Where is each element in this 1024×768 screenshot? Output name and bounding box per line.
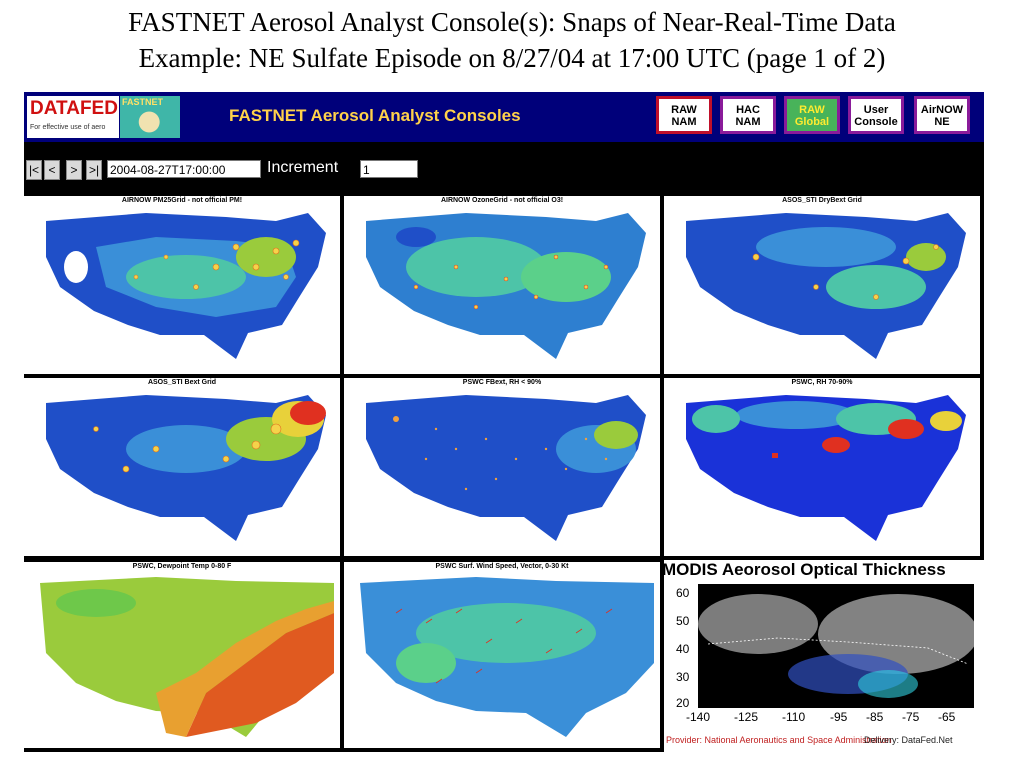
time-navigation-bar: |< < > >| 2004-08-27T17:00:00 Increment … [24, 144, 984, 188]
user-console-button-line1: User [863, 104, 889, 116]
rh-map-image [676, 389, 974, 545]
modis-delivery-text: Delivery: DataFed.Net [864, 735, 953, 745]
map-panel-title: AIRNOW PM25Grid - not official PM! [121, 197, 243, 204]
datetime-input[interactable]: 2004-08-27T17:00:00 [107, 160, 261, 178]
modis-y-tick: 20 [676, 696, 690, 710]
first-frame-button[interactable]: |< [26, 160, 42, 180]
user-console-button-line2: Console [854, 116, 898, 128]
map-panel-pm25[interactable]: AIRNOW PM25Grid - not official PM! [24, 196, 340, 374]
map-panel-title: AIRNOW OzoneGrid - not official O3! [440, 197, 564, 204]
increment-label: Increment [267, 159, 339, 176]
map-panel-drybext[interactable]: ASOS_STI DryBext Grid [664, 196, 980, 374]
map-panel-fbext[interactable]: PSWC FBext, RH < 90% [344, 378, 660, 556]
drybext-map-image [676, 207, 974, 363]
hac-nam-button-line1: HAC [736, 104, 760, 116]
raw-nam-button-line2: NAM [671, 116, 697, 128]
modis-y-tick: 40 [676, 642, 690, 656]
console-header: DATAFED For effective use of aero FASTNE… [24, 92, 984, 142]
modis-y-tick: 30 [676, 670, 690, 684]
map-panel-bext[interactable]: ASOS_STI Bext Grid [24, 378, 340, 556]
modis-x-tick: -125 [734, 710, 759, 724]
modis-y-tick: 60 [676, 586, 690, 600]
previous-frame-button[interactable]: < [44, 160, 60, 180]
analyst-console-window: DATAFED For effective use of aero FASTNE… [24, 92, 984, 752]
modis-title: MODIS Aeorosol Optical Thickness [664, 560, 946, 579]
datafed-logo-text: DATAFED [30, 98, 118, 119]
modis-provider-text: Provider: National Aeronautics and Space… [666, 735, 892, 745]
map-panel-ozone[interactable]: AIRNOW OzoneGrid - not official O3! [344, 196, 660, 374]
fastnet-logo[interactable]: FASTNET [120, 96, 180, 138]
modis-x-tick: -65 [938, 710, 956, 724]
console-title: FASTNET Aerosol Analyst Consoles [229, 106, 521, 125]
slide-title-line1: FASTNET Aerosol Analyst Console(s): Snap… [128, 7, 896, 37]
raw-nam-button[interactable]: RAW NAM [656, 96, 712, 134]
modis-x-tick: -110 [782, 710, 806, 724]
modis-x-tick: -75 [902, 710, 920, 724]
map-panel-title: PSWC Surf. Wind Speed, Vector, 0-30 Kt [435, 563, 569, 570]
increment-input[interactable]: 1 [360, 160, 418, 178]
map-panel-title: PSWC, Dewpoint Temp 0-80 F [132, 563, 232, 570]
north-america-map-icon [134, 108, 172, 136]
modis-x-tick: -95 [830, 710, 848, 724]
bext-map-image [36, 389, 334, 545]
datafed-logo[interactable]: DATAFED For effective use of aero [27, 96, 119, 138]
slide-title: FASTNET Aerosol Analyst Console(s): Snap… [0, 4, 1024, 76]
modis-satellite-image [698, 584, 974, 708]
map-panel-rh[interactable]: PSWC, RH 70-90% [664, 378, 980, 556]
datafed-logo-subtext: For effective use of aero [30, 124, 106, 131]
ozone-map-image [356, 207, 654, 363]
map-panel-title: ASOS_STI Bext Grid [147, 379, 217, 386]
airnow-ne-button-line2: NE [934, 116, 950, 128]
fastnet-logo-text: FASTNET [122, 97, 164, 107]
map-panel-dewpoint[interactable]: PSWC, Dewpoint Temp 0-80 F [24, 562, 340, 748]
modis-x-tick: -140 [686, 710, 711, 724]
hac-nam-button[interactable]: HAC NAM [720, 96, 776, 134]
airnow-ne-button-line1: AirNOW [920, 104, 964, 116]
map-panel-title: PSWC, RH 70-90% [791, 379, 853, 386]
raw-global-button-line1: RAW [799, 104, 825, 116]
map-panel-title: PSWC FBext, RH < 90% [462, 379, 542, 386]
modis-panel[interactable]: MODIS Aeorosol Optical Thickness 60 50 4… [664, 560, 984, 752]
hac-nam-button-line2: NAM [735, 116, 761, 128]
raw-nam-button-line1: RAW [671, 104, 697, 116]
next-frame-button[interactable]: > [66, 160, 82, 180]
fbext-map-image [356, 389, 654, 545]
raw-global-button[interactable]: RAW Global [784, 96, 840, 134]
dewpoint-map-image [36, 573, 334, 737]
last-frame-button[interactable]: >| [86, 160, 102, 180]
pm25-map-image [36, 207, 334, 363]
map-panel-wind[interactable]: PSWC Surf. Wind Speed, Vector, 0-30 Kt [344, 562, 660, 748]
wind-map-image [356, 573, 654, 737]
raw-global-button-line2: Global [794, 116, 830, 128]
modis-y-tick: 50 [676, 614, 690, 628]
map-panel-title: ASOS_STI DryBext Grid [782, 197, 862, 204]
modis-x-tick: -85 [866, 710, 884, 724]
user-console-button[interactable]: User Console [848, 96, 904, 134]
slide-title-line2: Example: NE Sulfate Episode on 8/27/04 a… [138, 43, 886, 73]
airnow-ne-button[interactable]: AirNOW NE [914, 96, 970, 134]
